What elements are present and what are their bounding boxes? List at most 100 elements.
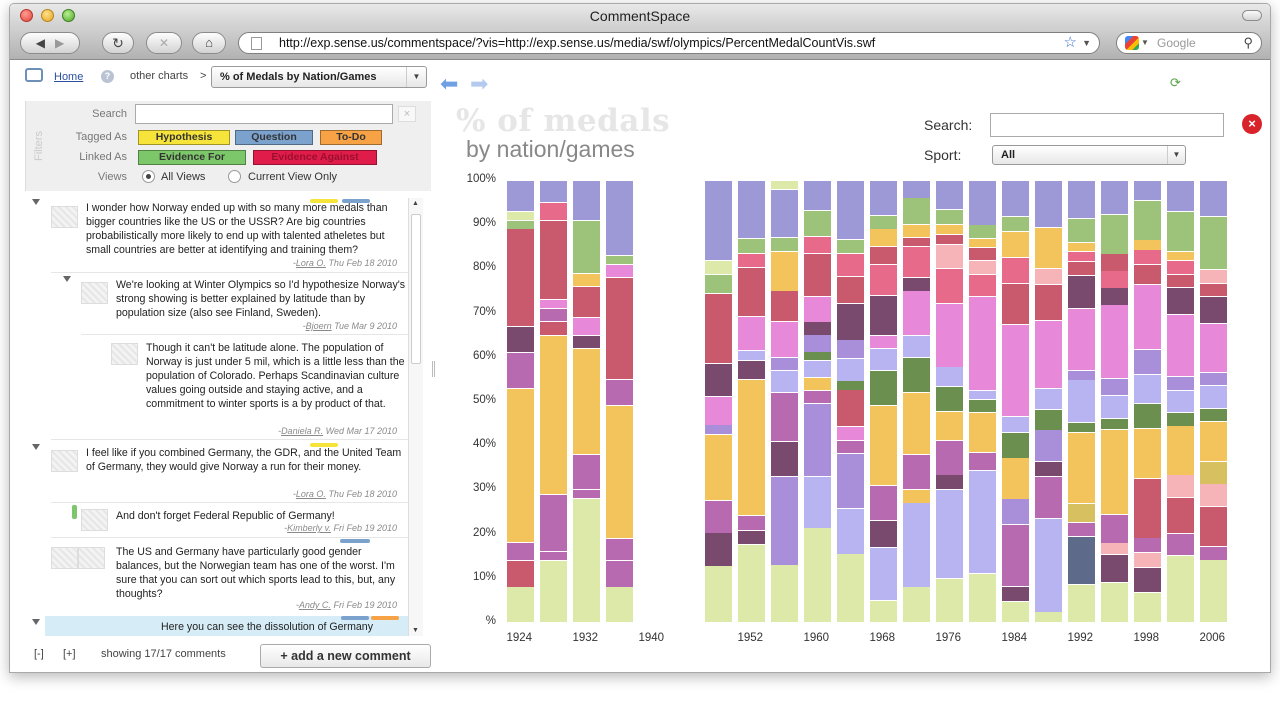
other-charts-link[interactable]: other charts	[130, 70, 189, 82]
clear-search-icon[interactable]: ×	[398, 106, 416, 122]
bar-segment[interactable]	[1200, 421, 1227, 462]
bar-segment[interactable]	[804, 403, 831, 477]
bar-segment[interactable]	[705, 364, 732, 397]
bar-segment[interactable]	[1167, 274, 1194, 288]
zoom-window-icon[interactable]	[62, 9, 75, 22]
bar-segment[interactable]	[1101, 214, 1128, 254]
bar-segment[interactable]	[969, 471, 996, 573]
bar-segment[interactable]	[606, 255, 633, 264]
forward-arrow-icon[interactable]: ▶	[55, 36, 65, 50]
bar-segment[interactable]	[936, 303, 963, 367]
bar-segment[interactable]	[738, 515, 765, 530]
bar-segment[interactable]	[969, 412, 996, 453]
bar-segment[interactable]	[738, 180, 765, 239]
bar-segment[interactable]	[1134, 553, 1161, 568]
bar-segment[interactable]	[771, 322, 798, 357]
bar-1924[interactable]	[507, 180, 534, 622]
bar-segment[interactable]	[837, 180, 864, 240]
bar-segment[interactable]	[1134, 478, 1161, 538]
bar-segment[interactable]	[1167, 287, 1194, 314]
bar-segment[interactable]	[870, 521, 897, 547]
bar-segment[interactable]	[1167, 390, 1194, 413]
search-icon[interactable]: ⚲	[1243, 35, 1253, 50]
bar-segment[interactable]	[1035, 409, 1062, 430]
bar-segment[interactable]	[1035, 612, 1062, 622]
link-evidence-against[interactable]: Evidence Against	[253, 150, 377, 165]
bar-segment[interactable]	[1134, 374, 1161, 404]
home-icon[interactable]: ⌂	[192, 32, 226, 54]
bar-segment[interactable]	[903, 335, 930, 357]
bar-segment[interactable]	[1134, 180, 1161, 200]
bar-segment[interactable]	[738, 530, 765, 545]
bar-segment[interactable]	[1134, 265, 1161, 285]
bar-segment[interactable]	[903, 291, 930, 335]
bar-segment[interactable]	[573, 220, 600, 273]
bar-1944[interactable]	[672, 180, 699, 622]
bar-2006[interactable]	[1200, 180, 1227, 622]
bar-segment[interactable]	[738, 239, 765, 253]
bar-segment[interactable]	[1101, 180, 1128, 214]
bar-segment[interactable]	[1035, 430, 1062, 461]
bar-segment[interactable]	[1068, 537, 1095, 584]
bar-segment[interactable]	[804, 528, 831, 622]
bar-segment[interactable]	[1200, 270, 1227, 283]
bar-segment[interactable]	[1167, 377, 1194, 390]
bar-segment[interactable]	[771, 476, 798, 565]
link-evidence-for[interactable]: Evidence For	[138, 150, 246, 165]
bar-segment[interactable]	[936, 180, 963, 210]
bar-segment[interactable]	[573, 348, 600, 455]
bar-segment[interactable]	[1134, 240, 1161, 250]
toolbar-toggle-icon[interactable]	[1242, 10, 1262, 21]
vis-back-icon[interactable]: ⬅	[440, 71, 459, 96]
bar-segment[interactable]	[870, 295, 897, 335]
bar-segment[interactable]	[1200, 372, 1227, 386]
bar-segment[interactable]	[1167, 475, 1194, 497]
bar-segment[interactable]	[969, 296, 996, 390]
bar-segment[interactable]	[837, 440, 864, 454]
bar-segment[interactable]	[936, 490, 963, 578]
close-window-icon[interactable]	[20, 9, 33, 22]
bar-segment[interactable]	[1101, 554, 1128, 583]
bar-1952[interactable]	[738, 180, 765, 622]
tag-question[interactable]: Question	[235, 130, 313, 145]
bar-segment[interactable]	[936, 234, 963, 244]
bar-segment[interactable]	[969, 247, 996, 261]
bar-segment[interactable]	[1068, 242, 1095, 252]
bar-segment[interactable]	[936, 269, 963, 303]
chart-selector[interactable]: % of Medals by Nation/Games ▼	[211, 66, 427, 88]
bar-segment[interactable]	[1068, 584, 1095, 622]
bar-segment[interactable]	[804, 322, 831, 335]
bar-segment[interactable]	[903, 278, 930, 291]
bar-segment[interactable]	[1200, 216, 1227, 270]
bar-segment[interactable]	[936, 387, 963, 411]
clear-vis-search-icon[interactable]: ×	[1242, 114, 1262, 134]
bar-segment[interactable]	[1035, 321, 1062, 388]
bar-segment[interactable]	[1134, 568, 1161, 593]
bar-segment[interactable]	[540, 494, 567, 552]
bar-1956[interactable]	[771, 180, 798, 622]
vis-forward-icon[interactable]: ➡	[470, 71, 489, 96]
bar-segment[interactable]	[870, 229, 897, 247]
bar-segment[interactable]	[771, 357, 798, 371]
reload-icon[interactable]: ↻	[102, 32, 134, 54]
bar-segment[interactable]	[1167, 180, 1194, 212]
bar-segment[interactable]	[1134, 200, 1161, 240]
bar-segment[interactable]	[573, 286, 600, 318]
bar-segment[interactable]	[969, 390, 996, 399]
bar-segment[interactable]	[771, 251, 798, 291]
bar-segment[interactable]	[705, 293, 732, 364]
bar-segment[interactable]	[1200, 386, 1227, 408]
bar-segment[interactable]	[1002, 232, 1029, 258]
bar-segment[interactable]	[1101, 515, 1128, 543]
bar-segment[interactable]	[771, 441, 798, 477]
bar-segment[interactable]	[1200, 180, 1227, 216]
engine-dropdown-icon[interactable]: ▼	[1141, 38, 1149, 47]
bar-segment[interactable]	[969, 238, 996, 247]
bar-1992[interactable]	[1068, 180, 1095, 622]
comment-author[interactable]: Lora O.	[295, 258, 326, 268]
tag-todo[interactable]: To-Do	[320, 130, 382, 145]
bar-segment[interactable]	[1167, 212, 1194, 252]
bar-segment[interactable]	[1101, 418, 1128, 430]
bar-segment[interactable]	[771, 392, 798, 441]
bar-segment[interactable]	[903, 454, 930, 490]
